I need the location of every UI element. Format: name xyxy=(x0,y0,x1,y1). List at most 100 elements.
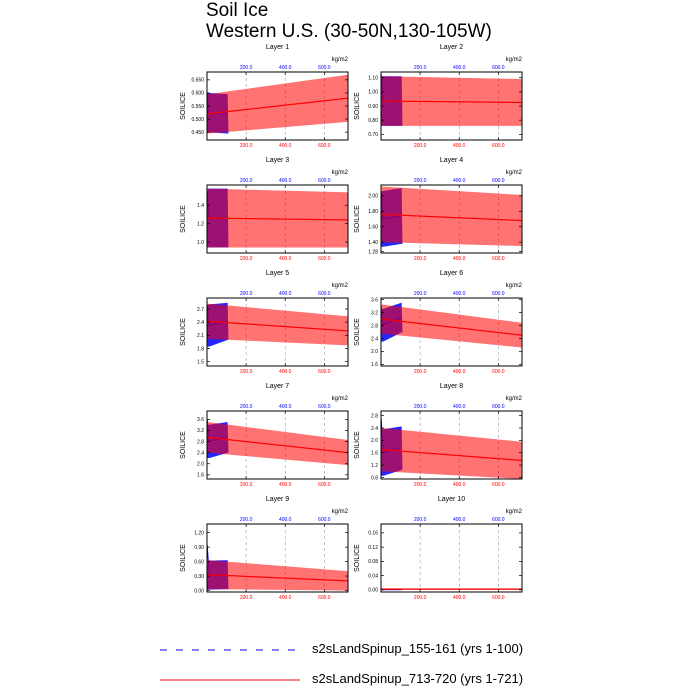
x-tick-label-top: 600.0 xyxy=(492,291,505,297)
x-tick-label-bottom: 600.0 xyxy=(318,482,331,488)
y-tick-label: 2.7 xyxy=(197,307,204,313)
series-line-spinup-713-720 xyxy=(207,74,348,134)
x-tick-label-bottom: 200.0 xyxy=(414,143,427,149)
chart-panel-layer-6: Layer 6 kg/m2 SOILICE 1.6 2.0 2.4 2.8 3.2 3.6 200… xyxy=(354,270,523,375)
series-mean-spinup-713-720 xyxy=(381,100,522,104)
y-tick-label: 0.90 xyxy=(368,104,378,110)
x-tick-label-top: 600.0 xyxy=(318,178,331,184)
y-tick-label: 1.40 xyxy=(368,240,378,246)
series-mean-spinup-713-720 xyxy=(207,574,348,582)
x-tick-label-top: 200.0 xyxy=(240,517,253,523)
top-axis-unit-label: kg/m2 xyxy=(506,283,523,289)
plot-frame xyxy=(380,523,523,593)
x-tick-label-top: 200.0 xyxy=(414,291,427,297)
y-tick-label: 1.6 xyxy=(371,451,378,457)
y-tick-label: 2.00 xyxy=(368,194,378,200)
x-tick-label-bottom: 400.0 xyxy=(453,143,466,149)
x-tick-label-top: 400.0 xyxy=(279,178,292,184)
plot-frame xyxy=(206,297,349,367)
y-tick-label: 0.00 xyxy=(194,588,204,594)
x-tick-label-top: 200.0 xyxy=(240,65,253,71)
y-tick-label: 0.450 xyxy=(191,130,204,136)
x-tick-label-bottom: 200.0 xyxy=(240,595,253,601)
x-tick-label-top: 400.0 xyxy=(279,65,292,71)
x-tick-label-bottom: 600.0 xyxy=(318,256,331,262)
x-tick-label-top: 400.0 xyxy=(453,65,466,71)
series-mean-spinup-713-720 xyxy=(381,318,522,336)
y-tick-label: 3.6 xyxy=(197,417,204,423)
x-tick-label-bottom: 200.0 xyxy=(414,369,427,375)
x-tick-label-top: 600.0 xyxy=(492,65,505,71)
series-line-spinup-713-720 xyxy=(381,186,522,247)
x-tick-label-bottom: 600.0 xyxy=(318,369,331,375)
top-axis-unit-label: kg/m2 xyxy=(506,57,523,63)
panel-title: Layer 2 xyxy=(440,44,463,51)
x-tick-label-top: 400.0 xyxy=(453,517,466,523)
series-mean-spinup-713-720 xyxy=(381,449,522,462)
top-axis-unit-label: kg/m2 xyxy=(332,509,349,515)
y-axis-label: SOILICE xyxy=(180,205,187,233)
legend-item-spinup-713-720 xyxy=(160,670,302,690)
x-tick-label-top: 400.0 xyxy=(453,178,466,184)
y-axis-label: SOILICE xyxy=(180,92,187,120)
legend-label-spinup-155-161: s2sLandSpinup_155-161 (yrs 1-100) xyxy=(312,641,524,656)
series-group xyxy=(381,74,522,126)
y-tick-label: 0.550 xyxy=(191,104,204,110)
y-tick-label: 0.00 xyxy=(368,588,378,594)
panel-title: Layer 7 xyxy=(266,383,289,390)
legend-item-spinup-155-161 xyxy=(160,640,302,660)
x-tick-label-bottom: 200.0 xyxy=(240,256,253,262)
y-tick-label: 1.60 xyxy=(368,225,378,231)
series-line-spinup-713-720 xyxy=(207,188,348,248)
plot-frame xyxy=(206,184,349,254)
series-line-spinup-713-720 xyxy=(381,76,522,126)
y-tick-label: 2.4 xyxy=(197,450,204,456)
chart-panel-layer-10: Layer 10 kg/m2 SOILICE 0.00 0.04 0.08 0.12 0.16… xyxy=(354,496,523,601)
panel-title: Layer 9 xyxy=(266,496,289,503)
series-mean-spinup-713-720 xyxy=(207,436,348,454)
series-line-spinup-713-720 xyxy=(381,304,522,348)
series-line-spinup-713-720 xyxy=(381,427,522,479)
series-group xyxy=(207,74,348,134)
plot-frame xyxy=(380,297,523,367)
x-tick-label-top: 600.0 xyxy=(318,517,331,523)
y-axis-label: SOILICE xyxy=(180,544,187,572)
x-tick-label-bottom: 600.0 xyxy=(492,143,505,149)
x-tick-label-top: 600.0 xyxy=(318,65,331,71)
x-tick-label-top: 600.0 xyxy=(318,291,331,297)
y-tick-label: 0.8 xyxy=(371,475,378,481)
y-tick-label: 0.30 xyxy=(194,574,204,580)
y-tick-label: 2.4 xyxy=(371,336,378,342)
x-tick-label-top: 200.0 xyxy=(414,404,427,410)
chart-panel-layer-4: Layer 4 kg/m2 SOILICE 1.28 1.40 1.60 1.80 2.00 2… xyxy=(354,157,523,262)
y-tick-label: 1.28 xyxy=(368,249,378,255)
y-axis-label: SOILICE xyxy=(180,431,187,459)
panel-title: Layer 5 xyxy=(266,270,289,277)
panel-title: Layer 10 xyxy=(438,496,465,503)
y-tick-label: 1.00 xyxy=(368,90,378,96)
series-line-spinup-713-720 xyxy=(207,422,348,466)
panel-title: Layer 3 xyxy=(266,157,289,164)
x-tick-label-bottom: 400.0 xyxy=(279,143,292,149)
legend-label-spinup-713-720: s2sLandSpinup_713-720 (yrs 1-721) xyxy=(312,671,524,686)
chart-panel-layer-3: Layer 3 kg/m2 SOILICE 1.0 1.2 1.4 200.0 200.0 40… xyxy=(180,157,349,262)
x-tick-label-bottom: 400.0 xyxy=(453,595,466,601)
panel-title: Layer 4 xyxy=(440,157,463,164)
series-line-spinup-713-720 xyxy=(207,303,348,346)
y-axis-label: SOILICE xyxy=(354,544,361,572)
series-mean-spinup-713-720 xyxy=(207,217,348,221)
top-axis-unit-label: kg/m2 xyxy=(506,396,523,402)
x-tick-label-bottom: 200.0 xyxy=(414,482,427,488)
plot-frame xyxy=(206,410,349,480)
y-axis-label: SOILICE xyxy=(354,92,361,120)
x-tick-label-top: 200.0 xyxy=(240,291,253,297)
series-group xyxy=(207,544,348,591)
x-tick-label-top: 400.0 xyxy=(279,517,292,523)
y-tick-label: 0.90 xyxy=(194,545,204,551)
legend-swatch-solid-red xyxy=(160,679,300,681)
y-tick-label: 2.4 xyxy=(371,426,378,432)
top-axis-unit-label: kg/m2 xyxy=(332,396,349,402)
x-tick-label-bottom: 400.0 xyxy=(279,595,292,601)
x-tick-label-bottom: 600.0 xyxy=(492,595,505,601)
